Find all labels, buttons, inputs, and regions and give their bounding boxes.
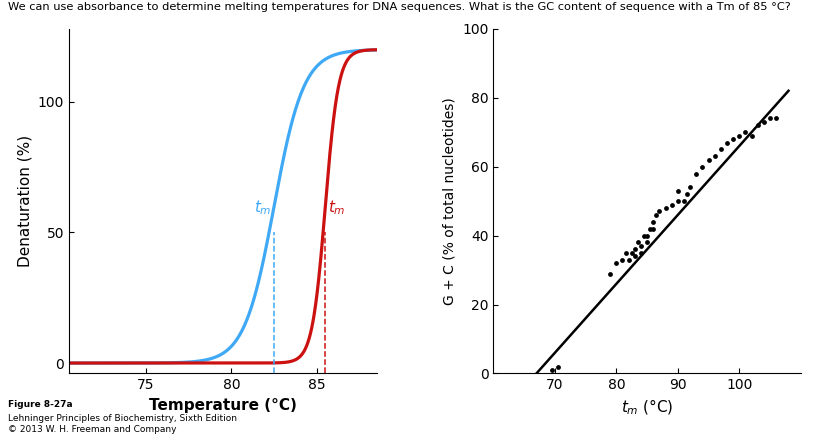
Point (708, 153, 721, 160)
Point (616, 256, 629, 263)
Point (637, 232, 650, 239)
Point (677, 198, 690, 205)
Point (751, 122, 764, 129)
Point (770, 115, 783, 122)
Text: We can use absorbance to determine melting temperatures for DNA sequences. What : We can use absorbance to determine melti… (8, 2, 791, 12)
Point (646, 218, 659, 225)
Point (646, 225, 659, 232)
Point (634, 242, 647, 249)
Point (619, 249, 632, 256)
X-axis label: Temperature (°C): Temperature (°C) (149, 398, 297, 413)
Point (680, 191, 693, 198)
Point (604, 270, 617, 277)
Point (628, 253, 641, 260)
Point (672, 187, 685, 194)
Point (634, 249, 647, 256)
Point (659, 205, 672, 212)
Text: $t_m$: $t_m$ (254, 198, 272, 217)
Point (650, 211, 663, 218)
Point (665, 201, 678, 208)
Text: Lehninger Principles of Biochemistry, Sixth Edition
© 2013 W. H. Freeman and Com: Lehninger Principles of Biochemistry, Si… (8, 414, 237, 434)
Point (551, 363, 564, 370)
Point (610, 259, 623, 267)
Y-axis label: Denaturation (%): Denaturation (%) (17, 135, 33, 267)
Point (758, 118, 771, 126)
Point (622, 256, 635, 263)
Y-axis label: G + C (% of total nucleotides): G + C (% of total nucleotides) (442, 97, 457, 305)
Text: $t_m$: $t_m$ (328, 198, 346, 217)
Point (689, 170, 702, 177)
Point (696, 163, 709, 170)
Point (727, 136, 740, 143)
Text: Figure 8-27a: Figure 8-27a (8, 400, 72, 409)
Point (625, 249, 638, 256)
Point (672, 198, 685, 205)
Point (745, 132, 758, 139)
Point (720, 139, 733, 146)
Point (653, 208, 666, 215)
Point (684, 184, 697, 191)
Point (702, 156, 715, 163)
Point (641, 232, 654, 239)
Point (644, 225, 657, 232)
Point (763, 115, 776, 122)
Point (715, 146, 728, 153)
X-axis label: $t_m$ (°C): $t_m$ (°C) (621, 398, 673, 417)
Point (641, 239, 654, 246)
Point (546, 366, 559, 373)
Point (632, 239, 645, 246)
Point (628, 246, 641, 253)
Point (733, 132, 746, 139)
Point (739, 129, 752, 136)
